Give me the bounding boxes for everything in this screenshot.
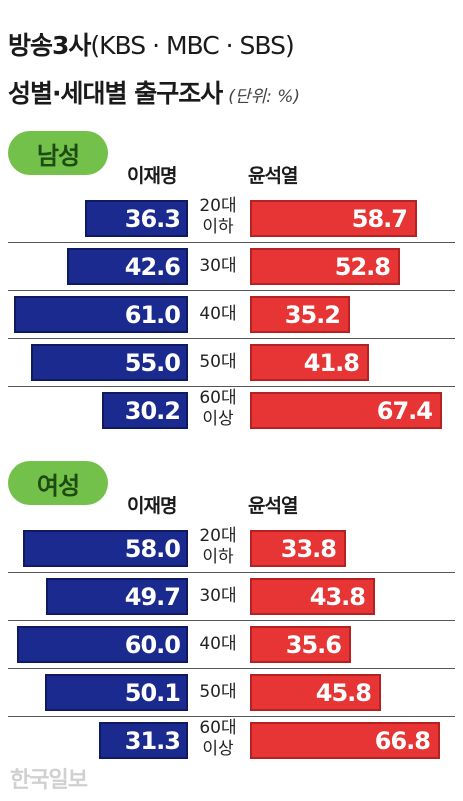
bar-lee: 31.3 bbox=[99, 722, 188, 759]
data-label-lee: 31.3 bbox=[124, 726, 181, 755]
bar-yoon: 41.8 bbox=[250, 344, 369, 381]
group-badge: 여성 bbox=[8, 461, 108, 505]
age-label: 20대 이하 bbox=[199, 196, 237, 237]
bar-yoon: 67.4 bbox=[250, 392, 442, 429]
bar-lee: 30.2 bbox=[102, 392, 188, 429]
bar-yoon: 33.8 bbox=[250, 530, 346, 567]
row-divider bbox=[8, 290, 455, 291]
bar-yoon: 43.8 bbox=[250, 578, 375, 615]
data-label-yoon: 35.6 bbox=[285, 630, 342, 659]
data-label-yoon: 35.2 bbox=[284, 300, 341, 329]
age-label: 60대 이상 bbox=[199, 388, 237, 429]
age-label: 30대 bbox=[199, 586, 237, 606]
candidate-label-yoon: 윤석열 bbox=[248, 165, 298, 187]
age-label: 60대 이상 bbox=[199, 718, 237, 759]
bar-lee: 50.1 bbox=[45, 674, 188, 711]
bar-yoon: 45.8 bbox=[250, 674, 381, 711]
bar-lee: 36.3 bbox=[85, 200, 188, 237]
row-divider bbox=[8, 620, 455, 621]
bar-lee: 60.0 bbox=[17, 626, 188, 663]
data-label-yoon: 66.8 bbox=[374, 726, 431, 755]
data-label-lee: 61.0 bbox=[124, 300, 181, 329]
row-divider bbox=[8, 572, 455, 573]
data-label-yoon: 43.8 bbox=[309, 582, 366, 611]
watermark: 한국일보 bbox=[10, 768, 88, 793]
group-badge: 남성 bbox=[8, 131, 108, 175]
row-divider bbox=[8, 242, 455, 243]
age-label: 20대 이하 bbox=[199, 526, 237, 567]
bar-yoon: 52.8 bbox=[250, 248, 400, 285]
data-label-lee: 49.7 bbox=[124, 582, 181, 611]
chart-title: 방송3사(KBS · MBC · SBS) bbox=[8, 31, 295, 60]
bar-yoon: 58.7 bbox=[250, 200, 417, 237]
data-label-yoon: 58.7 bbox=[351, 204, 408, 233]
age-label: 50대 bbox=[199, 352, 237, 372]
data-label-lee: 36.3 bbox=[124, 204, 181, 233]
row-divider bbox=[8, 716, 455, 717]
bar-lee: 58.0 bbox=[23, 530, 188, 567]
data-label-yoon: 52.8 bbox=[334, 252, 391, 281]
data-label-yoon: 67.4 bbox=[376, 396, 433, 425]
bar-lee: 49.7 bbox=[46, 578, 188, 615]
bar-lee: 42.6 bbox=[67, 248, 188, 285]
data-label-lee: 50.1 bbox=[124, 678, 181, 707]
chart-subtitle: 성별·세대별 출구조사 (단위: %) bbox=[8, 79, 301, 108]
candidate-label-lee: 이재명 bbox=[127, 495, 177, 517]
data-label-lee: 42.6 bbox=[124, 252, 181, 281]
bar-yoon: 66.8 bbox=[250, 722, 440, 759]
unit-label: (단위: %) bbox=[228, 87, 301, 107]
data-label-yoon: 33.8 bbox=[280, 534, 337, 563]
candidate-label-lee: 이재명 bbox=[127, 165, 177, 187]
bar-lee: 55.0 bbox=[31, 344, 188, 381]
age-label: 40대 bbox=[199, 634, 237, 654]
data-label-yoon: 45.8 bbox=[315, 678, 372, 707]
age-label: 30대 bbox=[199, 256, 237, 276]
age-label: 50대 bbox=[199, 682, 237, 702]
data-label-lee: 58.0 bbox=[124, 534, 181, 563]
bar-yoon: 35.2 bbox=[250, 296, 350, 333]
row-divider bbox=[8, 386, 455, 387]
data-label-lee: 60.0 bbox=[124, 630, 181, 659]
row-divider bbox=[8, 668, 455, 669]
age-label: 40대 bbox=[199, 304, 237, 324]
bar-yoon: 35.6 bbox=[250, 626, 351, 663]
data-label-lee: 55.0 bbox=[124, 348, 181, 377]
data-label-lee: 30.2 bbox=[124, 396, 181, 425]
data-label-yoon: 41.8 bbox=[303, 348, 360, 377]
candidate-label-yoon: 윤석열 bbox=[248, 495, 298, 517]
bar-lee: 61.0 bbox=[14, 296, 188, 333]
row-divider bbox=[8, 338, 455, 339]
